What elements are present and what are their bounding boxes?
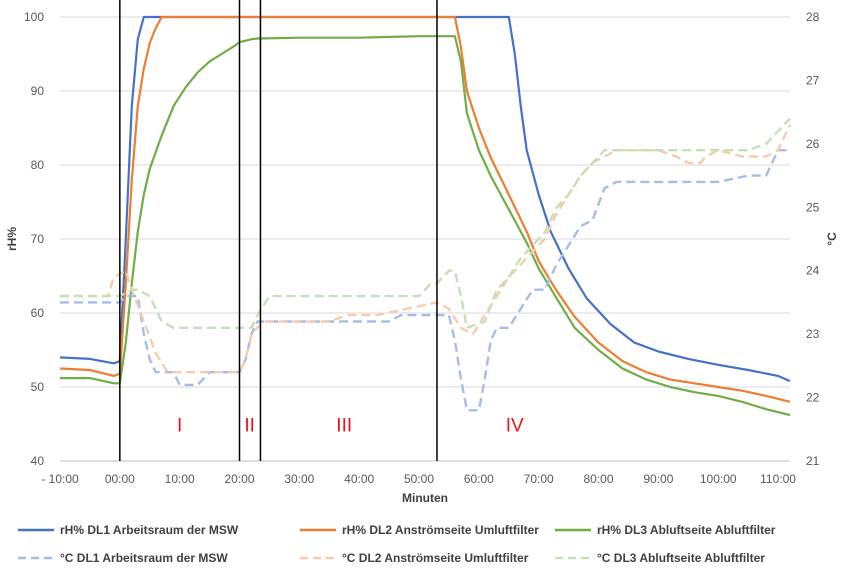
x-tick-label: 100:00 [700, 472, 737, 486]
x-tick-label: 00:00 [105, 472, 135, 486]
x-tick-label: 50:00 [404, 472, 434, 486]
series-line-3 [60, 35, 791, 417]
x-tick-label: 110:00 [760, 472, 796, 486]
y-right-tick-label: 22 [806, 391, 820, 405]
y-left-tick-label: 80 [31, 158, 45, 172]
legend-label: °C DL2 Anströmseite Umluftfilter [342, 551, 529, 565]
series-line-2 [59, 15, 791, 403]
x-tick-label: 60:00 [464, 472, 494, 486]
x-tick-label: - 10:00 [41, 472, 79, 486]
x-tick-label: 80:00 [584, 472, 614, 486]
y-right-tick-label: 26 [806, 137, 820, 151]
series-line-4 [60, 149, 790, 412]
x-tick-label: 40:00 [344, 472, 374, 486]
series-line-6 [60, 117, 791, 329]
y-left-tick-label: 100 [24, 10, 44, 24]
legend-label: rH% DL1 Arbeitsraum der MSW [60, 523, 239, 537]
x-tick-label: 30:00 [284, 472, 314, 486]
y-right-tick-label: 21 [806, 454, 820, 468]
y-left-tick-label: 60 [31, 306, 45, 320]
x-tick-label: 20:00 [224, 472, 254, 486]
legend-label: rH% DL2 Anströmseite Umluftfilter [342, 523, 539, 537]
x-tick-label: 10:00 [165, 472, 195, 486]
y-left-tick-label: 90 [31, 84, 45, 98]
phase-label: IV [506, 415, 524, 436]
y-right-tick-label: 28 [806, 10, 820, 24]
y-left-tick-label: 70 [31, 232, 45, 246]
legend-label: °C DL3 Abluftseite Abluftfilter [597, 551, 765, 565]
phase-label: I [177, 415, 182, 436]
legend-label: °C DL1 Arbeitsraum der MSW [60, 551, 228, 565]
phase-label: III [336, 415, 352, 436]
y-left-axis-title: rH% [5, 227, 19, 251]
x-axis-title: Minuten [402, 491, 448, 505]
y-right-tick-label: 25 [806, 200, 820, 214]
y-left-tick-label: 50 [31, 380, 45, 394]
y-left-tick-label: 40 [31, 454, 45, 468]
legend-label: rH% DL3 Abluftseite Abluftfilter [597, 523, 776, 537]
y-right-tick-label: 23 [806, 327, 820, 341]
x-tick-label: 90:00 [643, 472, 673, 486]
y-right-axis-title: °C [825, 232, 839, 246]
x-tick-label: 70:00 [524, 472, 554, 486]
series-line-5 [60, 124, 792, 374]
y-right-tick-label: 24 [806, 264, 820, 278]
y-right-tick-label: 27 [806, 73, 820, 87]
series-line-1 [59, 15, 791, 383]
phase-label: II [244, 415, 255, 436]
